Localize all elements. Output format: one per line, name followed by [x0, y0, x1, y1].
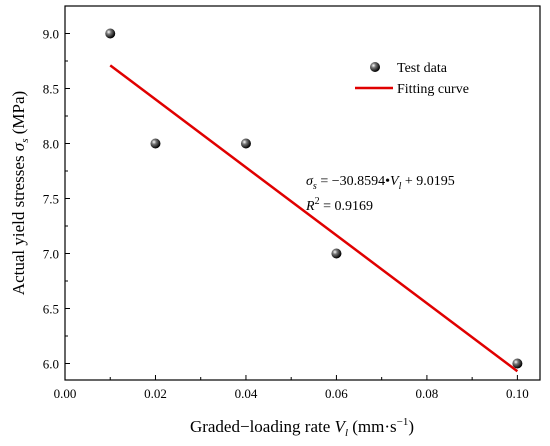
legend-marker-test-data: [370, 62, 380, 72]
x-tick-label: 0.04: [235, 386, 258, 401]
fitting-curve-line: [109, 64, 519, 373]
y-tick-label: 7.0: [43, 247, 59, 262]
y-tick-label: 6.0: [43, 357, 59, 372]
y-tick-label: 9.0: [43, 27, 59, 42]
x-tick-label: 0.06: [325, 386, 348, 401]
test-data-point: [240, 138, 251, 149]
equation-text: σs = −30.8594•Vl + 9.0195: [306, 174, 455, 192]
test-data-point: [150, 138, 161, 149]
x-tick-label: 0.00: [54, 386, 77, 401]
fit-equation: σs = −30.8594•Vl + 9.0195 R2 = 0.9169: [305, 174, 455, 214]
r-squared-text: R2 = 0.9169: [305, 196, 373, 214]
y-tick-label: 8.5: [43, 82, 59, 97]
x-tick-label: 0.02: [144, 386, 167, 401]
test-data-point: [331, 248, 342, 259]
series-group: [105, 28, 523, 373]
legend-label-test-data: Test data: [397, 61, 448, 76]
x-axis-label: Graded−loading rate Vl (mm·s−1): [190, 416, 414, 439]
y-tick-label: 7.5: [43, 192, 59, 207]
test-data-point: [512, 358, 523, 369]
x-tick-label: 0.10: [506, 386, 529, 401]
x-tick-label: 0.08: [416, 386, 439, 401]
y-axis-label: Actual yield stresses σs (MPa): [9, 91, 31, 295]
legend-label-fitting-curve: Fitting curve: [397, 82, 469, 97]
legend: Test data Fitting curve: [355, 61, 469, 97]
y-tick-label: 8.0: [43, 137, 59, 152]
y-axis-ticks: 6.0 6.5 7.0 7.5 8.0 8.5 9.0: [43, 27, 70, 372]
x-axis-ticks: 0.00 0.02 0.04 0.06 0.08 0.10: [54, 375, 529, 401]
y-tick-label: 6.5: [43, 302, 59, 317]
plot-frame: [64, 5, 541, 381]
test-data-point: [105, 28, 116, 39]
